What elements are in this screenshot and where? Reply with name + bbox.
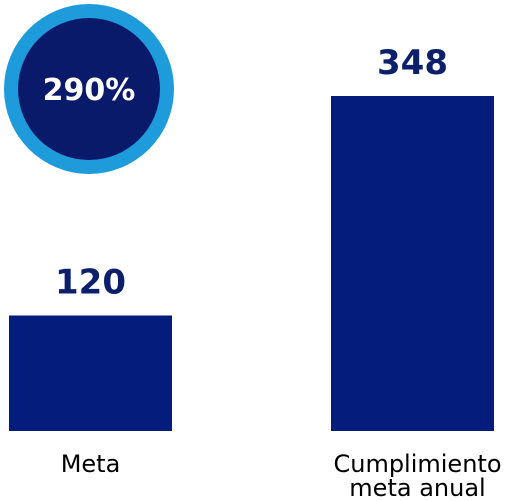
value-label-0: 120 [55,262,126,302]
bar-0 [9,315,172,431]
badge-circle [18,18,160,160]
bar-1 [331,96,494,431]
category-label-line: meta anual [349,474,485,501]
category-labels-group: Meta Cumplimiento meta anual [61,450,502,501]
category-label-0: Meta [61,450,121,478]
bars-group [9,96,494,431]
category-label-1: Cumplimiento meta anual [333,450,501,501]
badge-percentage-label: 290% [43,73,136,108]
value-label-1: 348 [377,43,448,83]
category-label-line: Cumplimiento [333,450,501,478]
category-label-line: Meta [61,450,121,478]
achievement-badge: 290% [4,4,174,174]
value-labels-group: 120 348 [55,43,448,302]
